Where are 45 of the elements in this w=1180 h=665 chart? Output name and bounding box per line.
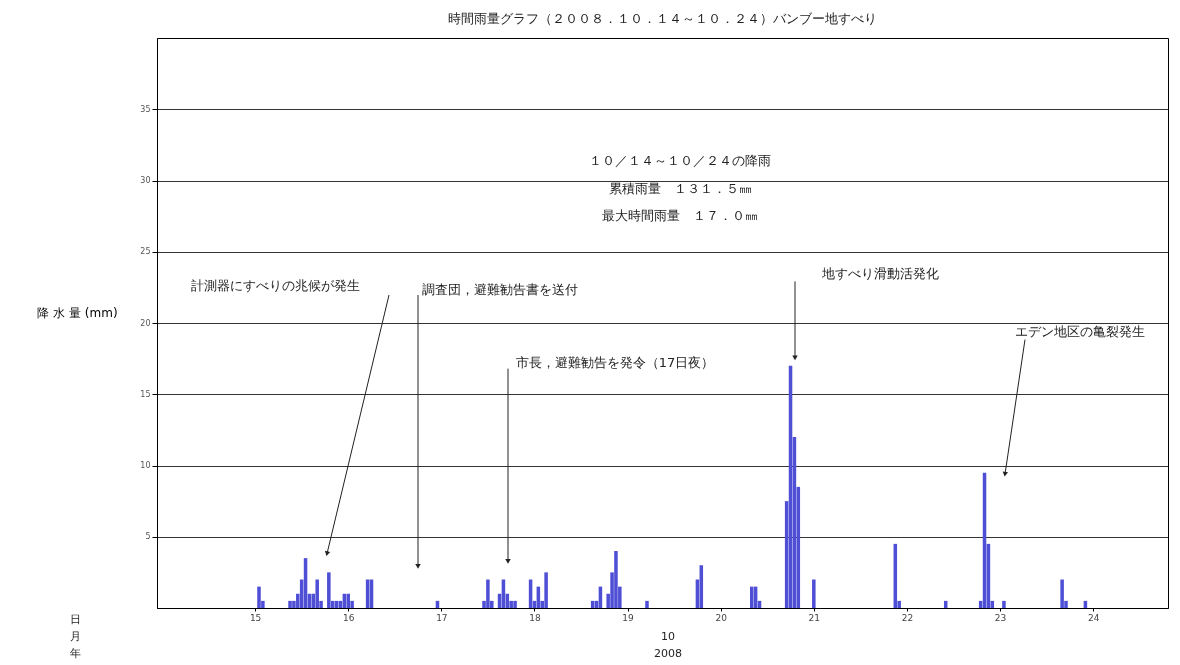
- bar: [513, 600, 517, 608]
- x-tick-label: 21: [808, 612, 821, 623]
- annotation: 調査団，避難勧告書を送付: [422, 282, 578, 298]
- bar: [346, 593, 350, 608]
- annotation: 累積雨量 １３１．５㎜: [608, 181, 752, 197]
- bar: [645, 600, 649, 608]
- bar: [614, 551, 618, 608]
- bar: [486, 579, 490, 608]
- y-tick-label: 35: [140, 104, 151, 114]
- text: 年: [69, 647, 81, 660]
- annotation: １０／１４～１０／２４の降雨: [589, 153, 771, 169]
- x-tick-label: 18: [529, 612, 541, 623]
- annotation: 地すべり滑動活発化: [820, 265, 939, 281]
- bar: [327, 572, 331, 608]
- text: 日: [69, 613, 81, 626]
- x-tick-label: 22: [901, 612, 914, 623]
- x-tick-label: 23: [994, 612, 1007, 623]
- bar: [812, 579, 816, 608]
- x-tick-label: 19: [622, 612, 635, 623]
- text: 2008: [654, 647, 682, 660]
- annotation: 市長，避難勧告を発令（17日夜）: [515, 354, 715, 370]
- y-tick-label: 25: [140, 247, 151, 257]
- x-tick-label: 20: [715, 612, 728, 623]
- bar: [1060, 579, 1064, 608]
- bar: [288, 600, 292, 608]
- y-tick-label: 15: [140, 389, 151, 399]
- bar: [544, 572, 548, 608]
- y-tick-label: 10: [140, 461, 151, 470]
- annotation: 最大時間雨量 １７．０㎜: [602, 208, 758, 224]
- y-tick-label: 30: [140, 176, 151, 185]
- annotation: 計測器にすべりの兆候が発生: [190, 278, 360, 294]
- text: 10: [661, 630, 675, 643]
- bar: [315, 579, 319, 608]
- y-axis-title: 降 水 量 (mm): [37, 305, 118, 320]
- y-tick-label: 5: [145, 532, 151, 542]
- bar: [1002, 600, 1006, 608]
- text: 月: [69, 630, 81, 643]
- annotation: エデン地区の亀裂発生: [1015, 323, 1145, 339]
- x-tick-label: 24: [1087, 612, 1100, 623]
- x-tick-label: 15: [249, 612, 262, 623]
- y-tick-label: 20: [140, 318, 151, 328]
- x-tick-label: 17: [436, 612, 448, 623]
- x-tick-label: 16: [343, 612, 355, 623]
- bar: [257, 586, 261, 608]
- chart-title: 時間雨量グラフ（２００８．１０．１４～１０．２４）バンブー地すべり: [448, 11, 877, 26]
